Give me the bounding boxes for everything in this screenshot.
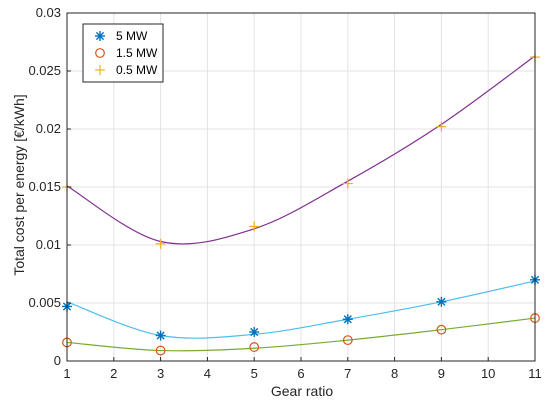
x-axis-label: Gear ratio bbox=[271, 383, 333, 399]
tick-labels: 1 2 3 4 5 6 7 8 9 10 11 0 0.005 0.01 0.015 0.02 0.025 0.0… bbox=[28, 5, 541, 381]
legend-marker-1-5mw bbox=[95, 48, 105, 58]
x-tick-label: 2 bbox=[110, 366, 117, 381]
x-tick-label: 6 bbox=[297, 366, 304, 381]
legend-box bbox=[82, 23, 164, 83]
fit-curve-5mw bbox=[66, 280, 536, 339]
data-point-0-5mw bbox=[155, 238, 166, 249]
data-point-0-5mw bbox=[436, 121, 447, 132]
y-tick-label: 0.025 bbox=[28, 63, 61, 78]
legend-symbol-0-5mw bbox=[95, 65, 105, 75]
x-tick-label: 3 bbox=[157, 366, 164, 381]
x-tick-label: 11 bbox=[528, 366, 542, 381]
y-tick-label: 0.015 bbox=[28, 179, 61, 194]
data-point-1-5mw bbox=[249, 342, 260, 352]
x-tick-label: 9 bbox=[438, 366, 445, 381]
data-point-5mw bbox=[342, 314, 353, 325]
data-point-0-5mw bbox=[249, 221, 260, 232]
y-tick-label: 0.005 bbox=[28, 295, 61, 310]
x-tick-label: 7 bbox=[344, 366, 351, 381]
data-point-5mw bbox=[155, 330, 166, 341]
x-tick-label: 4 bbox=[204, 366, 211, 381]
data-point-1-5mw bbox=[155, 345, 166, 356]
legend-label-5mw: 5 MW bbox=[116, 29, 148, 43]
legend: 5 MW 1.5 MW 0.5 MW bbox=[82, 23, 164, 83]
x-tick-label: 8 bbox=[391, 366, 398, 381]
y-axis-label: Total cost per energy [€/kWh] bbox=[11, 94, 27, 275]
x-tick-label: 5 bbox=[251, 366, 258, 381]
data-point-5mw bbox=[249, 327, 260, 337]
x-tick-label: 10 bbox=[481, 366, 495, 381]
legend-symbol-5mw bbox=[95, 31, 105, 41]
legend-symbol-1-5mw bbox=[95, 48, 105, 58]
y-tick-label: 0.01 bbox=[36, 237, 61, 252]
y-tick-label: 0.03 bbox=[36, 5, 61, 20]
x-tick-label: 1 bbox=[63, 366, 70, 381]
data-point-1-5mw bbox=[342, 335, 353, 346]
data-point-0-5mw bbox=[342, 178, 353, 189]
fit-curves bbox=[66, 55, 536, 352]
data-point-5mw bbox=[436, 296, 447, 307]
legend-marker-5mw bbox=[95, 31, 105, 41]
fit-curve-1-5mw bbox=[66, 317, 536, 352]
legend-label-1-5mw: 1.5 MW bbox=[116, 46, 158, 60]
legend-marker-0-5mw bbox=[95, 65, 105, 75]
fit-curve-0-5mw bbox=[66, 55, 536, 245]
y-tick-label: 0.02 bbox=[36, 121, 61, 136]
data-point-1-5mw bbox=[436, 324, 447, 335]
y-tick-label: 0 bbox=[54, 353, 61, 368]
legend-label-0-5mw: 0.5 MW bbox=[116, 63, 158, 77]
